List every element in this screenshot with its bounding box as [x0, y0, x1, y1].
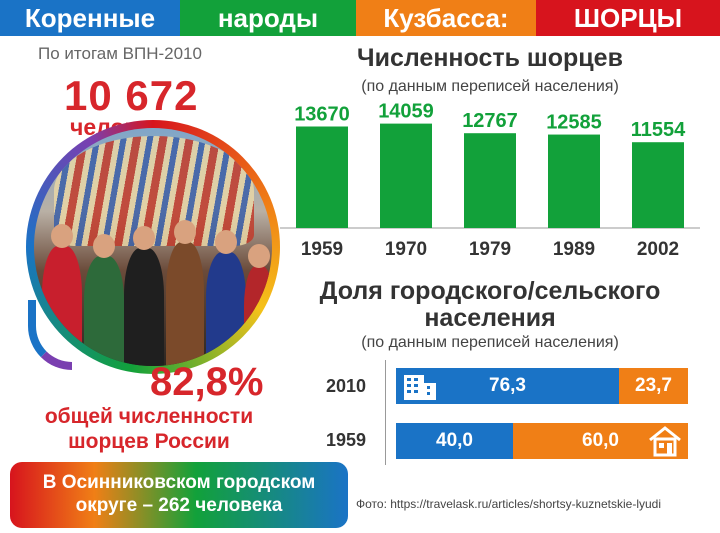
rural-segment: 60,0 — [513, 423, 688, 459]
population-chart-subtitle: (по данным переписей населения) — [361, 78, 619, 95]
header-word-2: народы — [180, 0, 356, 36]
census-label: По итогам ВПН-2010 — [38, 44, 202, 63]
population-bar — [464, 133, 516, 228]
population-chart-title: Численность шорцев — [357, 44, 623, 72]
urban-value-label: 40,0 — [436, 430, 473, 451]
population-bar — [632, 142, 684, 228]
share-bar-1959: 40,0 60,0 — [396, 423, 688, 459]
urban-segment: 76,3 — [396, 368, 619, 404]
population-bar-chart: 13670 1959 14059 1970 12767 1979 12585 1989 1155… — [280, 101, 700, 260]
population-year-label: 1959 — [301, 239, 343, 260]
population-value-label: 11554 — [631, 119, 686, 141]
population-value-label: 14059 — [378, 101, 434, 123]
person-figure — [84, 234, 124, 366]
population-number: 10 672 — [64, 72, 199, 119]
urban-segment: 40,0 — [396, 423, 513, 459]
share-bar-2010: 76,3 23,7 — [396, 368, 688, 404]
share-chart-title: Доля городского/сельского населения — [280, 278, 700, 332]
yurt-shape — [54, 136, 254, 246]
population-year-label: 2002 — [637, 239, 679, 260]
share-chart-title-line-2: населения — [424, 304, 556, 332]
header-word-4: ШОРЦЫ — [536, 0, 720, 36]
population-value-label: 12767 — [462, 110, 518, 132]
population-bar — [548, 134, 600, 228]
population-year-label: 1970 — [385, 239, 427, 260]
share-axis — [385, 360, 386, 465]
person-figure — [244, 244, 272, 366]
person-figure — [166, 220, 204, 366]
share-percent: 82,8% — [150, 360, 264, 404]
person-figure — [206, 230, 246, 366]
photo-credit: Фото: https://travelask.ru/articles/shor… — [356, 497, 661, 511]
rural-value-label: 23,7 — [635, 375, 672, 396]
share-caption: общей численности шорцев России — [24, 404, 274, 454]
urban-value-label: 76,3 — [489, 375, 526, 396]
population-year-label: 1989 — [553, 239, 595, 260]
share-year-label: 1959 — [326, 430, 367, 450]
header-word-1: Коренные — [0, 0, 180, 36]
rural-value-label: 60,0 — [582, 430, 619, 451]
osinniki-box: В Осинниковском городском округе – 262 ч… — [10, 462, 348, 528]
rural-segment: 23,7 — [619, 368, 688, 404]
share-caption-line-1: общей численности — [44, 405, 254, 428]
speech-bubble-tail — [28, 300, 72, 370]
population-bar — [296, 126, 348, 228]
population-year-label: 1979 — [469, 239, 511, 260]
osinniki-line-1: В Осинниковском городском — [42, 472, 316, 493]
house-icon — [649, 426, 681, 457]
osinniki-line-2: округе – 262 человека — [75, 495, 283, 516]
share-chart-subtitle: (по данным переписей населения) — [361, 334, 619, 351]
share-caption-line-2: шорцев России — [68, 430, 230, 453]
person-figure — [124, 226, 164, 366]
share-year-label: 2010 — [326, 376, 367, 396]
population-value-label: 12585 — [546, 112, 602, 134]
population-bar — [380, 123, 432, 228]
header-banner: Коренные народы Кузбасса: ШОРЦЫ — [0, 0, 720, 36]
population-value-label: 13670 — [294, 104, 350, 126]
header-word-3: Кузбасса: — [356, 0, 536, 36]
share-chart-title-line-1: Доля городского/сельского — [319, 277, 661, 305]
building-icon — [404, 375, 436, 400]
